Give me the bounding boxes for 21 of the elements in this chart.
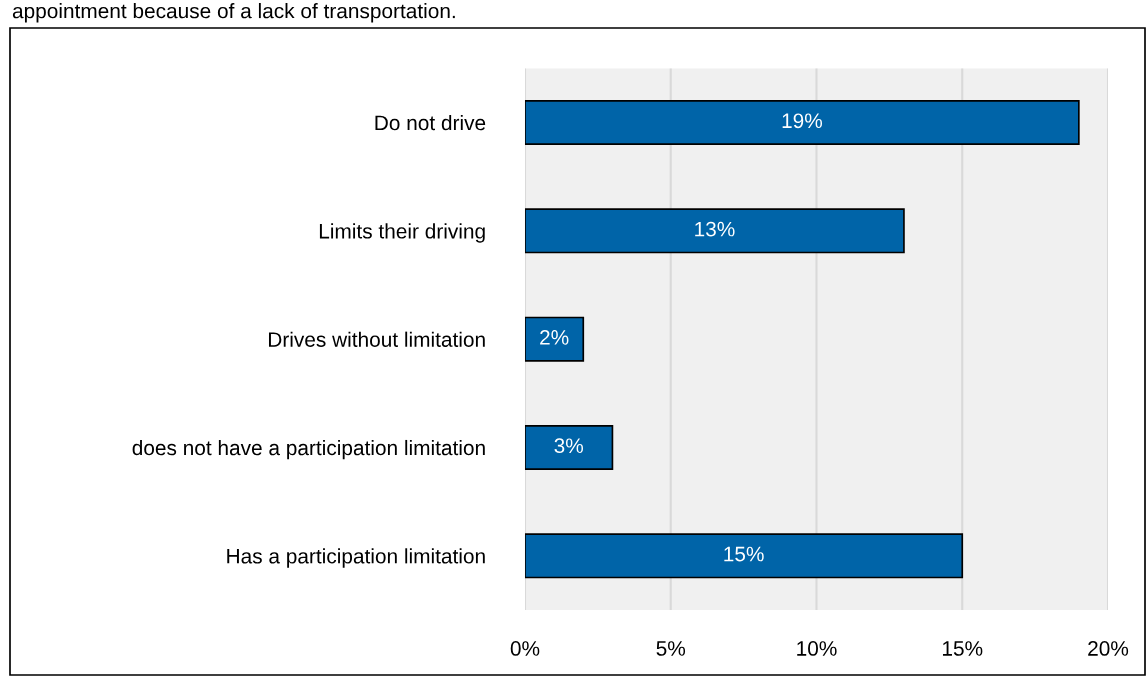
y-tick-label: Drives without limitation [268,331,485,347]
bar [524,316,585,362]
y-tick-label: does not have a participation limitation [132,439,485,460]
x-tick-label: 0% [510,641,540,656]
bar [524,100,1080,146]
x-tick-label: 15% [942,641,983,656]
x-tick-label: 10% [797,641,837,656]
data-label: 19% [782,113,823,129]
x-tick-label: 5% [656,641,686,656]
y-tick-label: Do not drive [375,114,486,131]
bar [524,533,964,579]
bar [524,208,905,254]
y-tick-label: Has a participation limitation [227,548,485,568]
data-label: 2% [540,330,569,345]
y-tick-label: Limits their driving [319,223,485,243]
data-label: 13% [695,221,735,237]
data-label: 3% [554,438,584,454]
bar [524,424,614,470]
text: appointment because of a lack of transportation. [12,3,455,23]
data-label: 15% [724,546,764,562]
x-tick-label: 20% [1088,641,1129,656]
